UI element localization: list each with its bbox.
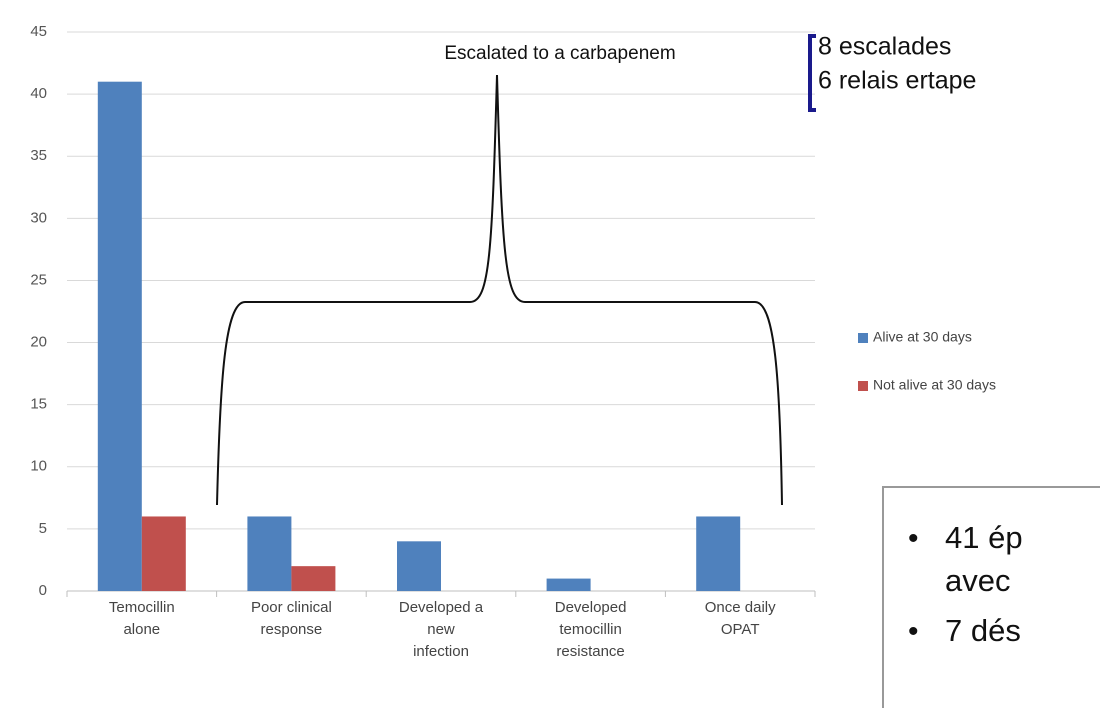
y-tick-label: 20 (30, 334, 47, 351)
x-tick-label: Temocillin (109, 599, 175, 616)
side-bracket (808, 34, 816, 112)
legend-swatch (858, 333, 868, 343)
x-tick-label: Poor clinical (251, 599, 332, 616)
x-tick-label: Developed a (399, 599, 484, 616)
bar (247, 516, 292, 591)
x-tick-label: OPAT (721, 621, 760, 638)
y-tick-label: 25 (30, 271, 47, 288)
x-tick-label: resistance (556, 643, 624, 660)
x-tick-label: Once daily (705, 599, 776, 616)
bar (397, 541, 441, 591)
x-tick-label: response (261, 621, 323, 638)
y-tick-label: 15 (30, 396, 47, 413)
bar (97, 81, 142, 591)
y-tick-label: 30 (30, 209, 47, 226)
bullet-text: 41 ép (945, 520, 1023, 555)
bar (141, 516, 186, 591)
annotation: Escalated to a carbapenem (444, 43, 675, 64)
y-tick-label: 5 (39, 520, 47, 537)
y-tick-label: 10 (30, 458, 47, 475)
bar (546, 578, 591, 591)
bullet-dot: • (908, 522, 919, 555)
bar (696, 516, 741, 591)
x-tick-label: Developed (555, 599, 627, 616)
bar (291, 566, 336, 591)
x-tick-label: infection (413, 643, 469, 660)
x-tick-label: temocillin (559, 621, 622, 638)
x-tick-label: alone (123, 621, 160, 638)
text-box (882, 486, 1100, 708)
y-tick-label: 40 (30, 85, 47, 102)
legend-label: Not alive at 30 days (873, 377, 996, 393)
y-tick-label: 35 (30, 147, 47, 164)
top-line: 6 relais ertape (818, 67, 976, 95)
bullet-dot: • (908, 615, 919, 648)
bullet-text: 7 dés (945, 613, 1021, 648)
y-tick-label: 0 (39, 582, 47, 599)
x-tick-label: new (427, 621, 455, 638)
y-tick-label: 45 (30, 23, 47, 40)
bracket (216, 74, 783, 506)
bullet-text: avec (945, 563, 1010, 598)
top-line: 8 escalades (818, 33, 951, 61)
legend-swatch (858, 381, 868, 391)
legend-label: Alive at 30 days (873, 329, 972, 345)
